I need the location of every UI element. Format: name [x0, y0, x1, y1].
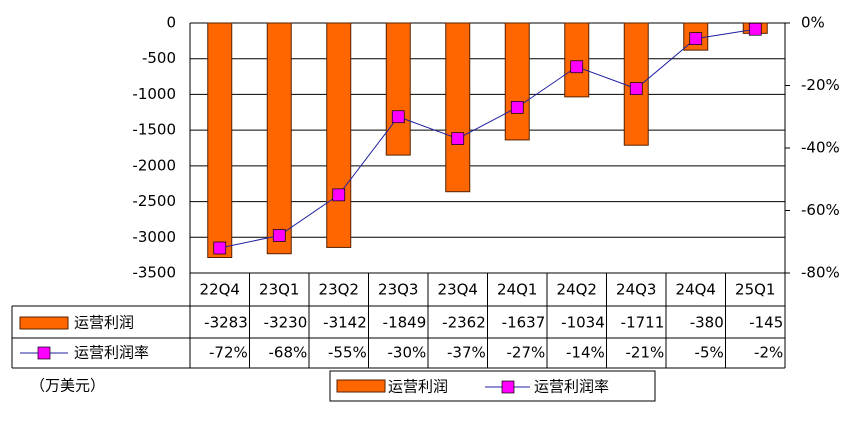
line: [219, 28, 756, 249]
y-tick-label: -500: [142, 49, 176, 67]
marker: [570, 60, 584, 74]
x-tick-label: 23Q3: [378, 281, 418, 299]
legend-swatch: [336, 379, 386, 393]
legend-label: 运营利润: [388, 378, 448, 396]
table-value: -3230: [264, 314, 308, 332]
table-value: -37%: [447, 344, 486, 362]
unit-label: （万美元）: [30, 377, 105, 395]
bar: [445, 22, 471, 193]
y-tick-label: -3000: [132, 228, 176, 246]
table-value: -2%: [754, 344, 783, 362]
x-tick-label: 24Q2: [557, 281, 597, 299]
table-value: -14%: [566, 344, 605, 362]
y2-tick-label: -20%: [801, 76, 840, 94]
y2-tick-label: -40%: [801, 139, 840, 157]
bar: [564, 22, 590, 98]
table-value: -68%: [268, 344, 307, 362]
y-tick-label: -1500: [132, 121, 176, 139]
table-value: -2362: [442, 314, 486, 332]
marker: [689, 32, 703, 45]
table-value: -72%: [209, 344, 248, 362]
marker: [332, 188, 346, 202]
bar: [266, 22, 292, 255]
bar: [385, 22, 411, 156]
table-value: -145: [749, 314, 783, 332]
y-tick-label: -3500: [132, 264, 176, 282]
marker: [213, 241, 227, 255]
y-tick-label: -2000: [132, 156, 176, 174]
marker: [272, 229, 286, 242]
table-value: -5%: [695, 344, 724, 362]
marker: [629, 82, 643, 95]
x-tick-label: 23Q1: [259, 281, 299, 299]
bar: [504, 22, 530, 141]
table-value: -1637: [502, 314, 546, 332]
legend-swatch: [19, 316, 69, 330]
table-value: -1034: [561, 314, 605, 332]
legend-label: 运营利润率: [534, 378, 609, 396]
table-row-label: 运营利润率: [74, 344, 149, 362]
table-value: -27%: [506, 344, 545, 362]
table-value: -55%: [328, 344, 367, 362]
x-tick-label: 25Q1: [735, 281, 775, 299]
table-value: -1711: [621, 314, 665, 332]
y2-tick-label: -60%: [801, 201, 840, 219]
table-value: -3142: [323, 314, 367, 332]
y-tick-label: -2500: [132, 192, 176, 210]
legend-marker: [37, 346, 51, 360]
x-tick-label: 24Q4: [676, 281, 716, 299]
table-value: -21%: [625, 344, 664, 362]
marker: [451, 132, 465, 145]
x-tick-label: 23Q2: [319, 281, 359, 299]
table-row-label: 运营利润: [74, 314, 134, 332]
x-tick-label: 24Q1: [497, 281, 537, 299]
legend-box: [329, 370, 656, 402]
x-tick-label: 24Q3: [616, 281, 656, 299]
table-value: -380: [690, 314, 724, 332]
y-tick-label: 0: [166, 14, 176, 32]
table-value: -3283: [204, 314, 248, 332]
bar: [326, 22, 352, 248]
x-tick-label: 22Q4: [200, 281, 240, 299]
y2-tick-label: -80%: [801, 264, 840, 282]
marker: [510, 101, 524, 114]
marker: [748, 22, 762, 36]
table-value: -30%: [387, 344, 426, 362]
bar: [207, 22, 233, 258]
y-tick-label: -1000: [132, 85, 176, 103]
marker: [391, 110, 405, 124]
y2-tick-label: 0%: [801, 14, 825, 32]
x-tick-label: 23Q4: [438, 281, 478, 299]
table-value: -1849: [383, 314, 427, 332]
legend-marker: [501, 380, 515, 394]
